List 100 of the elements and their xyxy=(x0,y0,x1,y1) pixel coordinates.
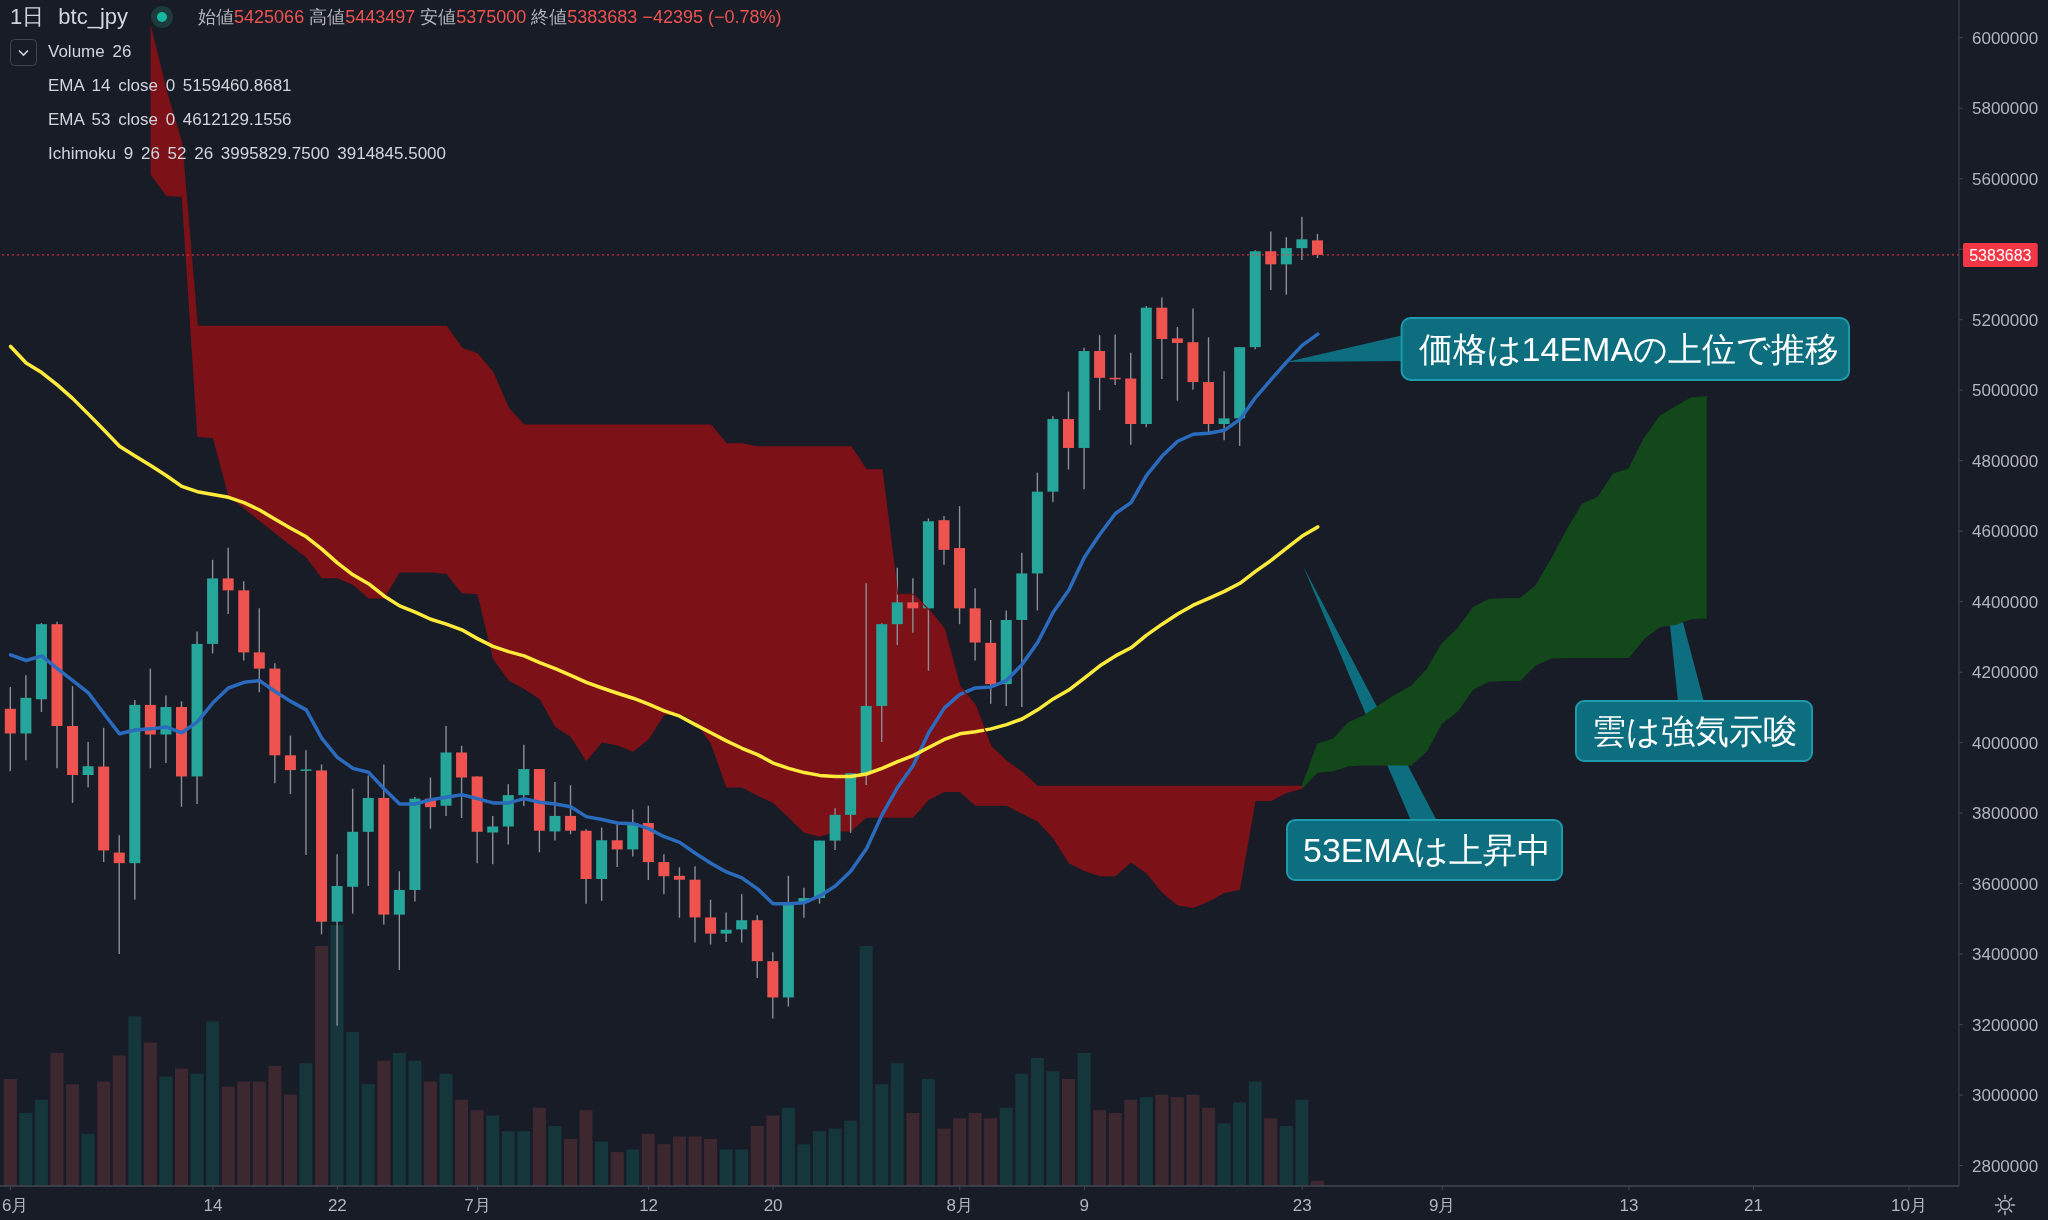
bar xyxy=(486,1115,500,1186)
bar xyxy=(1264,1118,1278,1186)
x-tick-label: 23 xyxy=(1292,1196,1312,1215)
candlestick xyxy=(253,607,265,693)
bar xyxy=(346,1032,360,1186)
bar xyxy=(1155,1094,1169,1186)
chart-subtitle: 始値5425066 高値5443497 安値5375000 終値5383683 −42395 (−0.78%) xyxy=(198,6,782,27)
bar xyxy=(859,945,873,1186)
bar xyxy=(3,1078,17,1186)
bar xyxy=(735,1149,749,1186)
bar xyxy=(1233,1102,1247,1186)
bar xyxy=(1108,1112,1122,1186)
x-tick-label: 13 xyxy=(1619,1196,1639,1215)
bar xyxy=(657,1144,671,1186)
bar xyxy=(283,1094,297,1186)
bar xyxy=(423,1081,437,1186)
bar xyxy=(1248,1081,1262,1186)
annotation: EMA 14 close 0 5159460.8681 xyxy=(48,76,292,96)
bar xyxy=(470,1110,484,1186)
x-tick-label: 9 xyxy=(1079,1196,1090,1215)
bar xyxy=(1077,1052,1091,1186)
y-tick-label: 3600000 xyxy=(1972,874,2039,894)
bar xyxy=(1279,1125,1293,1186)
y-tick-label: 4600000 xyxy=(1972,522,2039,542)
bar xyxy=(439,1073,453,1186)
bar xyxy=(999,1107,1013,1186)
y-tick-label: 5600000 xyxy=(1972,169,2039,189)
bar xyxy=(252,1081,266,1186)
bar xyxy=(174,1068,188,1186)
bar xyxy=(66,1084,80,1186)
bar xyxy=(1202,1107,1216,1186)
y-tick-label: 4000000 xyxy=(1972,733,2039,753)
bar xyxy=(953,1118,967,1186)
bar xyxy=(766,1115,780,1186)
bar xyxy=(984,1118,998,1186)
bar xyxy=(237,1081,251,1186)
bar xyxy=(813,1131,826,1186)
bar xyxy=(968,1112,982,1186)
bar xyxy=(828,1128,842,1186)
bar xyxy=(781,1107,795,1186)
y-tick-label: 2800000 xyxy=(1972,1156,2039,1176)
candlestick xyxy=(300,749,312,856)
chart-title: 1日 btc_jpy xyxy=(10,2,129,31)
annotation: 価格は14EMAの上位で推移 xyxy=(1418,330,1840,369)
bar xyxy=(392,1052,406,1186)
x-tick-label: 6月 xyxy=(2,1196,29,1215)
x-tick-label: 10月 xyxy=(1891,1196,1928,1215)
line-series xyxy=(8,344,1320,779)
candlestick xyxy=(1311,233,1323,259)
x-tick-label: 20 xyxy=(763,1196,783,1215)
bar xyxy=(517,1131,531,1186)
y-tick-label: 6000000 xyxy=(1972,28,2039,48)
bar xyxy=(221,1086,235,1186)
candlestick xyxy=(720,911,732,943)
bar xyxy=(268,1065,282,1186)
bar xyxy=(595,1141,609,1186)
bar xyxy=(704,1139,718,1186)
annotation: EMA 53 close 0 4612129.1556 xyxy=(48,110,292,130)
bar xyxy=(81,1133,95,1186)
bar xyxy=(190,1073,204,1186)
candlestick xyxy=(82,741,94,789)
y-tick-label: 4800000 xyxy=(1972,451,2039,471)
x-tick-label: 7月 xyxy=(464,1196,491,1215)
candlestick xyxy=(565,784,577,835)
bar xyxy=(315,945,329,1186)
bar xyxy=(501,1131,515,1186)
bar xyxy=(159,1076,173,1186)
candlestick xyxy=(284,734,296,795)
bar xyxy=(206,1021,220,1186)
bar xyxy=(361,1084,375,1186)
y-tick-label: 5800000 xyxy=(1972,99,2039,119)
bar xyxy=(719,1149,733,1186)
candlestick xyxy=(549,781,561,842)
bar xyxy=(1186,1094,1200,1186)
candlestick xyxy=(736,893,748,944)
candlestick xyxy=(611,822,623,868)
bar xyxy=(299,1063,313,1186)
candlestick xyxy=(673,866,685,919)
bar xyxy=(1217,1123,1231,1186)
bar xyxy=(532,1107,546,1186)
bar xyxy=(1170,1097,1184,1186)
bar xyxy=(844,1120,858,1186)
candlestick xyxy=(1280,236,1292,296)
x-tick-label: 12 xyxy=(639,1196,659,1215)
candlestick xyxy=(891,567,903,646)
bar xyxy=(1093,1110,1107,1186)
bar xyxy=(672,1136,686,1186)
y-tick-label: 3400000 xyxy=(1972,945,2039,965)
annotation: Ichimoku 9 26 52 26 3995829.7500 3914845.5000 xyxy=(48,144,446,164)
ref-line-label: 5383683 xyxy=(1969,246,2032,264)
candlestick xyxy=(1265,230,1277,291)
x-tick-label: 14 xyxy=(203,1196,223,1215)
x-tick-label: 22 xyxy=(327,1196,347,1215)
bar xyxy=(143,1042,157,1186)
bar xyxy=(937,1128,951,1186)
bar xyxy=(34,1099,48,1186)
candlestick xyxy=(705,899,717,946)
y-tick-label: 5000000 xyxy=(1972,381,2039,401)
bar xyxy=(641,1133,655,1186)
candlestick xyxy=(1171,326,1183,402)
